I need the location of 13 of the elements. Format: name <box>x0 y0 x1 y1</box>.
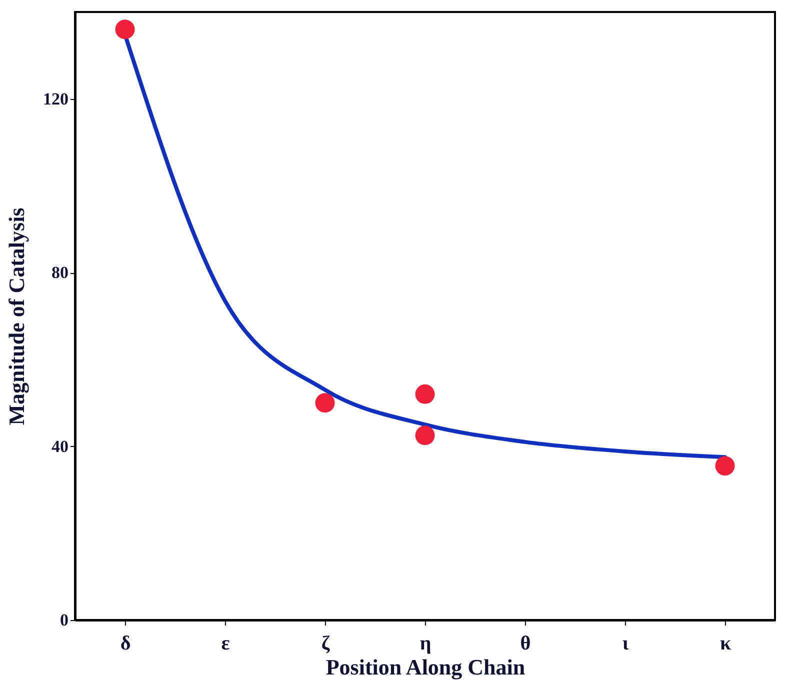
y-tick-label: 80 <box>52 263 68 282</box>
y-tick-label: 40 <box>52 436 68 456</box>
x-tick-label: ι <box>622 632 630 654</box>
y-axis-title: Magnitude of Catalysis <box>4 207 29 426</box>
x-tick-label: η <box>420 632 432 654</box>
y-tick-label: 0 <box>60 610 68 630</box>
x-tick-label: ε <box>221 632 230 654</box>
x-tick-label: θ <box>520 632 531 654</box>
x-tick-label: ζ <box>321 632 330 654</box>
x-tick-label: δ <box>120 632 131 654</box>
y-tick-label: 120 <box>43 89 68 108</box>
x-tick-label: κ <box>720 632 732 654</box>
x-axis-title: Position Along Chain <box>326 654 526 680</box>
